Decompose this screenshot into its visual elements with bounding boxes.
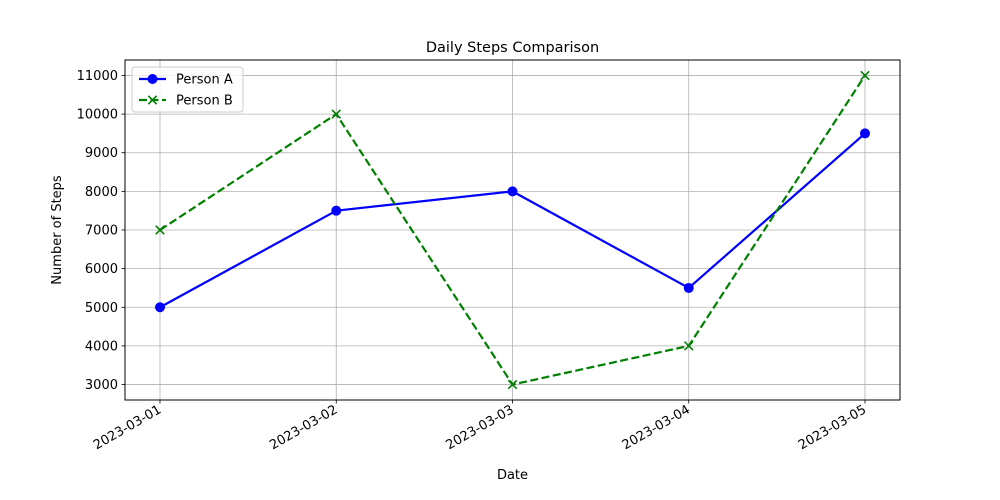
legend: Person A Person B — [131, 66, 244, 113]
data-point-person-a — [331, 205, 342, 216]
legend-label-person-a: Person A — [176, 73, 233, 88]
data-point-person-a — [155, 302, 165, 313]
y-tick-label: 6000 — [85, 262, 118, 277]
y-axis: 3000 4000 5000 6000 7000 8000 9000 10000 11000 — [77, 69, 125, 393]
data-point-person-b — [331, 109, 342, 119]
y-axis-label: Number of Steps — [50, 175, 65, 285]
data-point-person-a — [860, 128, 870, 139]
data-point-person-a — [507, 186, 518, 197]
data-point-person-b — [507, 379, 518, 390]
x-axis-label: Date — [497, 468, 528, 483]
y-tick-label: 9000 — [85, 146, 118, 161]
y-tick-label: 4000 — [85, 339, 118, 354]
data-point-person-a — [683, 282, 694, 293]
data-point-person-b — [683, 341, 694, 351]
y-tick-label: 11000 — [77, 69, 118, 84]
legend-label-person-b: Person B — [176, 94, 233, 109]
data-point-person-b — [155, 225, 165, 235]
legend-marker-person-a — [147, 74, 158, 84]
y-tick-label: 3000 — [85, 378, 118, 393]
y-tick-label: 5000 — [85, 301, 118, 316]
y-tick-label: 7000 — [85, 224, 118, 239]
chart-title: Daily Steps Comparison — [426, 40, 599, 56]
legend-marker-person-b — [147, 95, 158, 105]
y-tick-label: 8000 — [85, 185, 118, 200]
legend-items: Person A Person B — [139, 73, 233, 109]
y-tick-label: 10000 — [77, 108, 118, 123]
series-layer — [155, 70, 870, 390]
data-point-person-b — [860, 70, 870, 81]
